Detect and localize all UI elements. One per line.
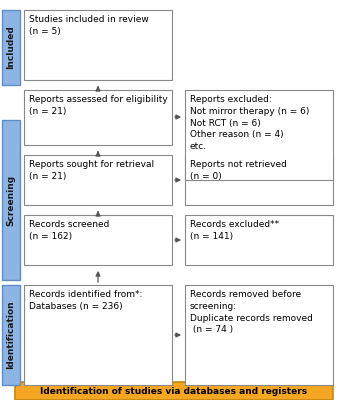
Bar (185, 285, 333, 385)
Text: Reports sought for retrieval
(n = 21): Reports sought for retrieval (n = 21) (29, 160, 154, 181)
Bar (185, 215, 333, 265)
Text: Records excluded**
(n = 141): Records excluded** (n = 141) (190, 220, 279, 241)
Text: Studies included in review
(n = 5): Studies included in review (n = 5) (29, 15, 149, 36)
Text: Identification of studies via databases and registers: Identification of studies via databases … (40, 386, 308, 396)
Bar (2, 120, 20, 280)
Text: Records identified from*:
Databases (n = 236): Records identified from*: Databases (n =… (29, 290, 142, 311)
Bar (15, 382, 333, 400)
Bar (24, 10, 172, 80)
Bar (2, 285, 20, 385)
Bar (24, 90, 172, 145)
Text: Records removed before
screening:
Duplicate records removed
 (n = 74 ): Records removed before screening: Duplic… (190, 290, 313, 334)
Bar (185, 90, 333, 180)
Text: Reports not retrieved
(n = 0): Reports not retrieved (n = 0) (190, 160, 287, 181)
Text: Included: Included (7, 26, 16, 69)
Text: Screening: Screening (7, 174, 16, 226)
Text: Records screened
(n = 162): Records screened (n = 162) (29, 220, 109, 241)
Bar (2, 10, 20, 85)
Bar (185, 155, 333, 205)
Text: Reports assessed for eligibility
(n = 21): Reports assessed for eligibility (n = 21… (29, 95, 168, 116)
Text: Reports excluded:
Not mirror therapy (n = 6)
Not RCT (n = 6)
Other reason (n = 4: Reports excluded: Not mirror therapy (n … (190, 95, 309, 151)
Bar (24, 215, 172, 265)
Bar (24, 155, 172, 205)
Bar (24, 285, 172, 385)
Text: Identification: Identification (7, 301, 16, 369)
